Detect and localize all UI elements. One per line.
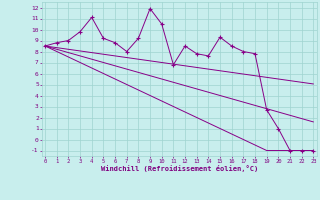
X-axis label: Windchill (Refroidissement éolien,°C): Windchill (Refroidissement éolien,°C) bbox=[100, 165, 258, 172]
